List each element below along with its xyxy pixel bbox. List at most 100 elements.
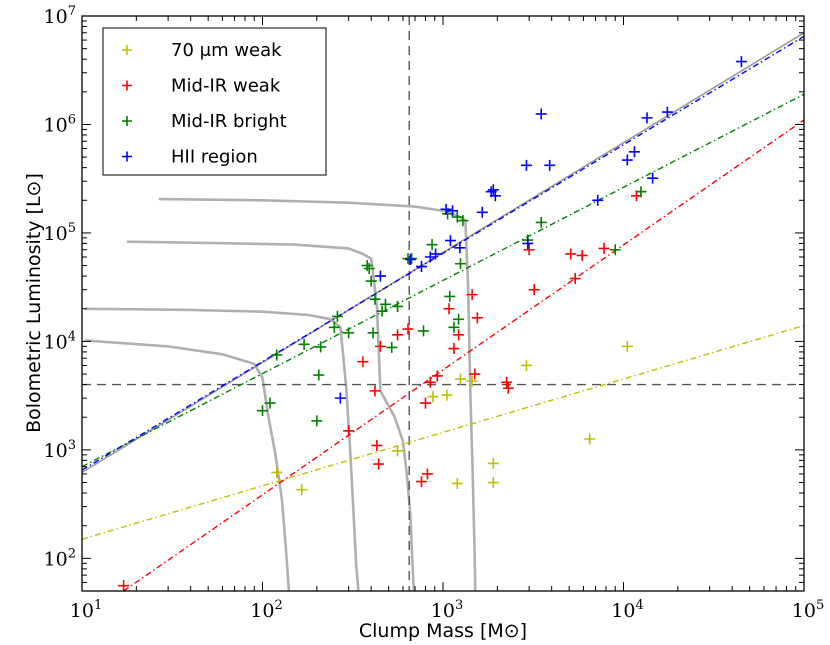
point-mid-ir-weak-20 [471, 312, 483, 324]
point-mid-ir-weak-24 [528, 284, 540, 296]
point-mid-ir-bright-32 [535, 216, 547, 228]
point-70-m-weak-6 [451, 477, 463, 489]
fit-line-mid-ir-bright [82, 93, 804, 468]
point-mid-ir-bright-2 [264, 397, 276, 409]
point-hii-region-11 [476, 206, 488, 218]
point-mid-ir-bright-1 [257, 405, 268, 417]
point-hii-region-3 [404, 253, 416, 265]
tick-labels: 101 102 103 104 105 102 103 104 105 106 107 [44, 4, 825, 622]
point-hii-region-8 [444, 235, 456, 247]
point-mid-ir-weak-19 [469, 368, 481, 380]
x-tick-label: 103 [431, 598, 463, 622]
point-hii-region-21 [628, 146, 640, 158]
point-mid-ir-bright-13 [365, 275, 377, 287]
point-mid-ir-weak-15 [443, 303, 455, 315]
point-mid-ir-weak-16 [448, 343, 460, 355]
point-hii-region-25 [735, 56, 747, 68]
point-mid-ir-weak-9 [402, 323, 414, 335]
point-mid-ir-bright-27 [451, 211, 463, 223]
point-mid-ir-weak-21 [501, 376, 513, 388]
point-70-m-weak-2 [296, 484, 308, 496]
point-mid-ir-bright-4 [298, 338, 310, 350]
point-hii-region-19 [592, 194, 604, 206]
legend-label-70-m-weak: 70 μm weak [171, 40, 282, 61]
point-hii-region-15 [520, 159, 532, 171]
point-hii-region-13 [487, 184, 499, 196]
y-tick-label: 107 [44, 4, 76, 28]
x-tick-label: 101 [70, 598, 102, 622]
point-mid-ir-bright-3 [271, 349, 283, 361]
point-hii-region-14 [489, 190, 501, 202]
point-hii-region-18 [544, 159, 556, 171]
legend-marker-hii-region [122, 151, 132, 162]
point-70-m-weak-7 [454, 373, 466, 385]
point-mid-ir-weak-26 [569, 273, 581, 285]
point-mid-ir-weak-1 [118, 580, 130, 591]
evolutionary-track-2 [84, 307, 360, 591]
point-hii-region-10 [454, 242, 466, 254]
point-mid-ir-weak-3 [357, 356, 369, 368]
point-70-m-weak-13 [621, 340, 633, 352]
legend-marker-70-m-weak [122, 45, 132, 55]
point-mid-ir-bright-33 [609, 244, 621, 256]
legend-marker-mid-ir-weak [122, 80, 132, 91]
point-70-m-weak-3 [392, 445, 404, 457]
y-tick-label: 105 [44, 221, 76, 245]
point-70-m-weak-5 [441, 389, 453, 401]
point-mid-ir-bright-6 [313, 369, 325, 381]
point-mid-ir-weak-11 [420, 397, 432, 409]
point-70-m-weak-8 [466, 375, 478, 387]
point-mid-ir-bright-26 [448, 321, 460, 333]
point-mid-ir-bright-16 [376, 305, 388, 317]
point-hii-region-9 [447, 205, 459, 217]
point-mid-ir-bright-23 [426, 239, 438, 251]
y-tick-label: 106 [44, 112, 76, 136]
x-tick-label: 105 [792, 598, 824, 622]
point-mid-ir-bright-7 [315, 341, 327, 353]
point-mid-ir-weak-2 [343, 425, 355, 437]
point-70-m-weak-11 [520, 359, 532, 371]
point-70-m-weak-12 [584, 433, 596, 445]
point-mid-ir-weak-10 [415, 476, 427, 488]
y-tick-label: 104 [44, 329, 76, 353]
point-mid-ir-weak-12 [421, 468, 433, 480]
fit-line-mid-ir-weak [123, 119, 804, 591]
y-axis-label: Bolometric Luminosity [L⊙] [23, 173, 45, 433]
point-mid-ir-bright-15 [369, 293, 381, 305]
legend-label-mid-ir-bright: Mid-IR bright [171, 111, 287, 132]
point-mid-ir-weak-28 [598, 242, 610, 254]
point-70-m-weak-9 [487, 457, 499, 469]
point-mid-ir-bright-22 [418, 325, 430, 337]
y-tick-label: 103 [44, 438, 76, 462]
point-mid-ir-weak-14 [431, 370, 443, 382]
point-mid-ir-bright-30 [457, 215, 469, 227]
point-mid-ir-weak-23 [523, 244, 535, 256]
evolutionary-track-4 [158, 197, 477, 591]
point-mid-ir-weak-5 [371, 439, 383, 451]
x-axis-label: Clump Mass [M⊙] [359, 620, 527, 642]
point-mid-ir-bright-29 [454, 258, 466, 270]
point-hii-region-4 [415, 261, 427, 273]
point-70-m-weak-10 [487, 477, 499, 489]
point-mid-ir-bright-8 [328, 321, 340, 333]
point-hii-region-7 [440, 203, 452, 215]
x-tick-label: 102 [250, 598, 282, 622]
point-mid-ir-bright-19 [392, 300, 404, 312]
point-hii-region-17 [535, 108, 547, 120]
point-hii-region-16 [522, 237, 534, 249]
point-hii-region-23 [647, 172, 659, 184]
legend-label-mid-ir-weak: Mid-IR weak [171, 76, 281, 97]
point-hii-region-2 [374, 270, 386, 282]
point-mid-ir-weak-6 [373, 458, 385, 470]
point-mid-ir-bright-9 [331, 310, 343, 322]
legend-label-hii-region: HII region [171, 147, 258, 168]
legend-box [102, 27, 327, 176]
fit-lines [82, 35, 804, 591]
point-mid-ir-bright-14 [367, 327, 379, 339]
point-mid-ir-weak-27 [576, 249, 588, 261]
point-hii-region-6 [430, 248, 442, 260]
point-mid-ir-weak-13 [424, 376, 436, 388]
point-mid-ir-bright-17 [379, 298, 391, 310]
evolutionary-track-3 [126, 240, 416, 591]
